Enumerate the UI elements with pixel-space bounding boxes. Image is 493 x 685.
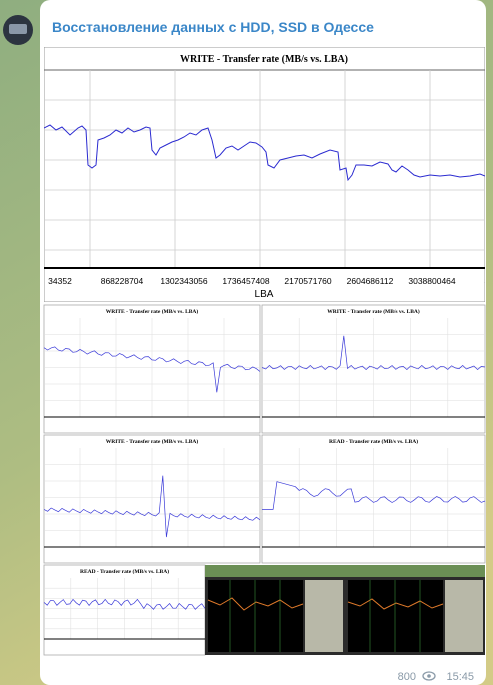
thumb-title: WRITE - Transfer rate (MB/s vs. LBA) (106, 438, 199, 445)
thumb-trace (43, 346, 261, 393)
thumb-title: WRITE - Transfer rate (MB/s vs. LBA) (106, 308, 199, 315)
trace (44, 124, 485, 182)
avatar-icon (9, 24, 27, 34)
thumb-title: WRITE - Transfer rate (MB/s vs. LBA) (327, 308, 420, 315)
x-tick-label: 2604686112 (347, 276, 394, 286)
grid (44, 70, 485, 268)
x-tick-label: 1302343056 (160, 276, 208, 286)
x-tick-label: 34352 (48, 276, 72, 286)
channel-title[interactable]: Восстановление данных с HDD, SSD в Одесс… (52, 19, 374, 35)
thumb-trace (43, 475, 261, 538)
chart-thumb[interactable]: READ - Transfer rate (MB/s vs. LBA) (261, 434, 486, 564)
screenshot-thumb[interactable] (205, 565, 345, 655)
thumb-title: READ - Transfer rate (MB/s vs. LBA) (80, 568, 169, 575)
x-tick-label: 1736457408 (222, 276, 270, 286)
main-image[interactable]: WRITE - Transfer rate (MB/s vs. LBA) 343… (44, 47, 493, 302)
x-tick-label: 3038800464 (408, 276, 456, 286)
chart-thumb[interactable]: WRITE - Transfer rate (MB/s vs. LBA) (43, 304, 261, 434)
chart-thumb[interactable]: WRITE - Transfer rate (MB/s vs. LBA) (261, 304, 486, 434)
x-tick-label: 868228704 (101, 276, 144, 286)
x-tick-label: 2170571760 (284, 276, 332, 286)
chart-title: WRITE - Transfer rate (MB/s vs. LBA) (180, 54, 348, 65)
thumb-trace (261, 335, 486, 370)
screenshot-thumb[interactable] (345, 565, 485, 655)
view-count: 800 (398, 671, 416, 683)
x-axis-label: LBA (255, 289, 274, 300)
thumb-title: READ - Transfer rate (MB/s vs. LBA) (329, 438, 418, 445)
chart-thumb[interactable]: READ - Transfer rate (MB/s vs. LBA) (43, 564, 206, 656)
message-time: 15:45 (446, 671, 474, 683)
views-icon (422, 671, 436, 681)
thumb-trace (43, 598, 206, 610)
thumb-trace (262, 481, 486, 510)
chart-thumb[interactable]: WRITE - Transfer rate (MB/s vs. LBA) (43, 434, 261, 564)
x-tick-label: 3472 (485, 276, 493, 286)
